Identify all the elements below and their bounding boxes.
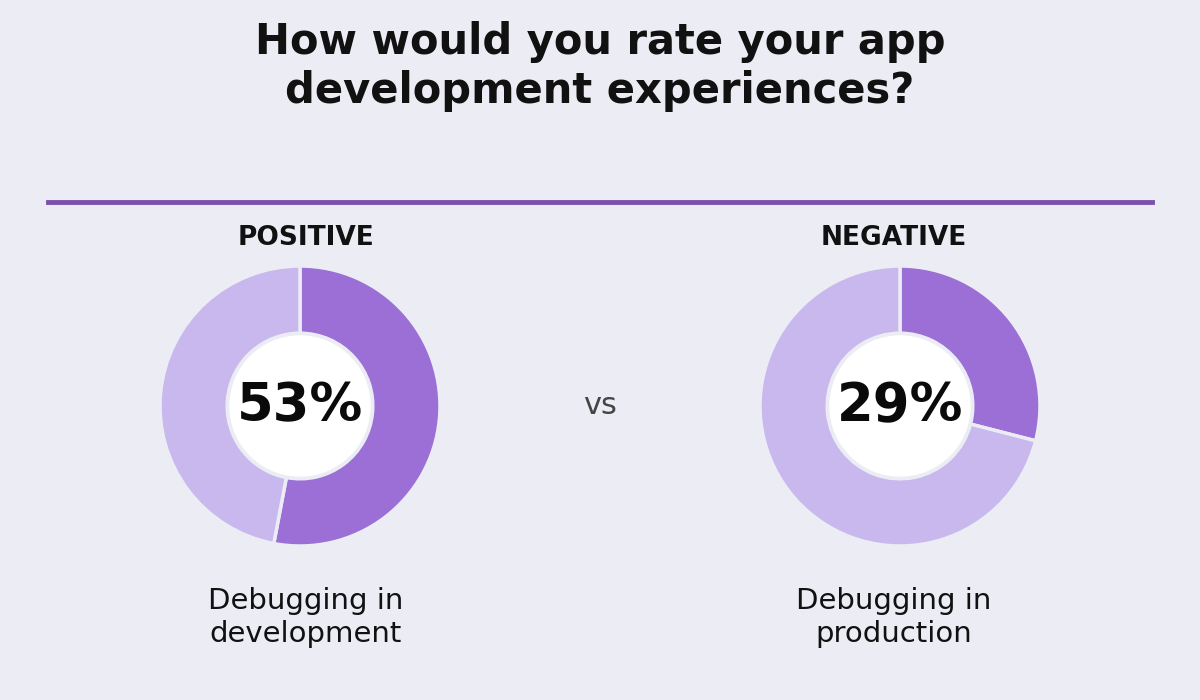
Text: Debugging in
development: Debugging in development <box>209 587 403 648</box>
Text: POSITIVE: POSITIVE <box>238 225 374 251</box>
Text: Debugging in
production: Debugging in production <box>797 587 991 648</box>
Wedge shape <box>160 266 300 543</box>
Circle shape <box>230 336 370 476</box>
Text: How would you rate your app
development experiences?: How would you rate your app development … <box>254 21 946 111</box>
Text: vs: vs <box>583 391 617 421</box>
Wedge shape <box>760 266 1036 546</box>
Text: 53%: 53% <box>236 380 364 432</box>
Circle shape <box>830 336 970 476</box>
Wedge shape <box>900 266 1040 441</box>
Wedge shape <box>274 266 440 546</box>
Text: NEGATIVE: NEGATIVE <box>821 225 967 251</box>
Text: 29%: 29% <box>836 380 964 432</box>
